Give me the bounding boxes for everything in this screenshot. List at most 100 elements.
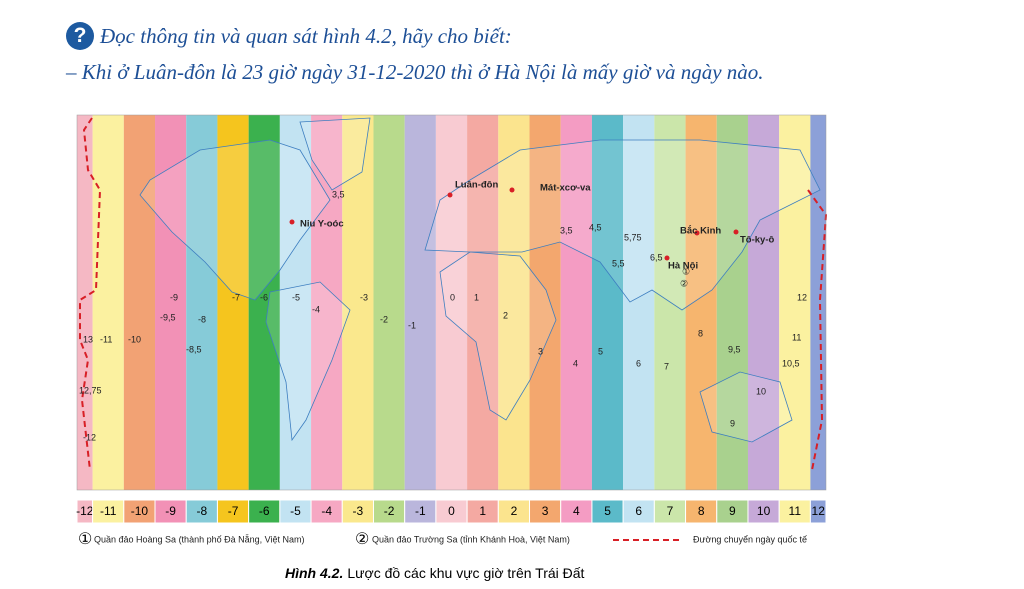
zone-stripe <box>248 115 280 490</box>
zone-offset-label: -5 <box>292 292 300 302</box>
zone-offset-label: -9,5 <box>160 312 176 322</box>
zone-stripe <box>435 115 468 490</box>
zone-stripe <box>92 115 124 490</box>
zone-offset-label: 12,75 <box>79 385 102 395</box>
zone-offset-label: -8,5 <box>186 344 202 354</box>
zone-offset-label: 11 <box>792 332 801 342</box>
zone-label: 4 <box>573 504 580 518</box>
zone-offset-label: -6 <box>260 292 268 302</box>
zone-label: 11 <box>789 504 802 518</box>
zone-offset-label: -4 <box>312 304 320 314</box>
zone-stripe <box>779 115 811 490</box>
city-dot <box>447 192 453 198</box>
zone-offset-label: 9,5 <box>728 344 741 354</box>
city-label: Luân-đôn <box>455 180 498 191</box>
zone-offset-label: 1 <box>474 292 479 302</box>
map-frame <box>76 114 827 491</box>
zone-label: 6 <box>635 504 642 518</box>
zone-offset-label: 6 <box>636 358 641 368</box>
zone-offset-label: 5 <box>598 346 603 356</box>
zone-offset-label: -12 <box>83 432 96 442</box>
note-text: Quần đảo Trường Sa (tỉnh Khánh Hoà, Việt… <box>372 534 570 544</box>
date-line <box>807 189 828 471</box>
zone-offset-label: 2 <box>503 310 508 320</box>
zone-stripe <box>529 115 561 490</box>
zone-offset-label: ② <box>680 278 688 288</box>
city-dot <box>664 255 670 261</box>
zone-offset-label: -10 <box>128 334 141 344</box>
city-label: Tô-ky-ô <box>740 235 775 246</box>
city-dot <box>509 187 515 193</box>
zone-label: 12 <box>812 504 826 518</box>
zone-label: -2 <box>384 504 395 518</box>
zone-offset-label: 10,5 <box>782 358 800 368</box>
zone-offset-label: 4,5 <box>589 222 602 232</box>
zone-label: -5 <box>290 504 301 518</box>
caption: Hình 4.2. Lược đồ các khu vực giờ trên Tr… <box>285 565 585 581</box>
zone-offset-label: -3 <box>360 292 368 302</box>
city-label: Niu Y-oóc <box>300 219 344 230</box>
zone-label: 8 <box>698 504 705 518</box>
zone-label: -12 <box>76 504 94 518</box>
zone-stripe <box>498 115 530 490</box>
land <box>139 117 821 443</box>
zone-stripe <box>685 115 717 490</box>
date-line <box>79 117 102 471</box>
zone-stripe <box>123 115 156 490</box>
zone-offset-label: 0 <box>450 292 455 302</box>
zone-offset-label: 5,5 <box>612 258 625 268</box>
city-label: Hà Nội <box>668 261 698 272</box>
zone-stripe <box>186 115 218 490</box>
zone-stripe <box>217 115 249 490</box>
zone-stripe <box>810 115 826 490</box>
zone-offset-label: 13 <box>83 334 93 344</box>
zone-offset-label: -11 <box>100 334 112 344</box>
zone-stripe <box>467 115 499 490</box>
zone-label: -3 <box>353 504 364 518</box>
zone-stripe <box>404 115 436 490</box>
zone-label: -1 <box>415 504 426 518</box>
note-mark: ② <box>355 531 369 548</box>
city-label: Mát-xcơ-va <box>540 183 591 194</box>
zone-stripe <box>560 115 592 490</box>
zone-label: -10 <box>131 504 149 518</box>
caption-number: Hình 4.2. <box>285 565 343 581</box>
zone-offset-label: 3,5 <box>332 189 345 199</box>
zone-label: 1 <box>479 504 486 518</box>
note-text: Đường chuyển ngày quốc tế <box>693 534 807 544</box>
zone-label: -4 <box>321 504 332 518</box>
zone-offset-label: 5,75 <box>624 232 642 242</box>
zone-label: -6 <box>259 504 270 518</box>
zone-offset-label: 12 <box>797 292 807 302</box>
caption-text: Lược đồ các khu vực giờ trên Trái Đất <box>347 565 584 581</box>
zone-label: 9 <box>729 504 736 518</box>
zone-offset-label: -8 <box>198 314 206 324</box>
zone-stripe <box>373 115 405 490</box>
zone-label: 7 <box>667 504 674 518</box>
zone-stripe <box>77 115 93 490</box>
zone-offset-label: -9 <box>170 292 178 302</box>
note-text: Quần đảo Hoàng Sa (thành phố Đà Nẵng, Vi… <box>94 534 304 544</box>
zone-stripe <box>747 115 780 490</box>
zone-offset-label: 3 <box>538 346 543 356</box>
zone-label: -7 <box>228 504 239 518</box>
zone-stripe <box>155 115 187 490</box>
zone-label: -11 <box>100 504 117 518</box>
zone-offset-label: 4 <box>573 358 578 368</box>
zone-stripe <box>654 115 686 490</box>
zone-stripe <box>342 115 374 490</box>
zone-stripe <box>279 115 312 490</box>
zone-offset-label: 10 <box>756 386 766 396</box>
zone-key <box>809 499 827 524</box>
city-label: Bắc Kinh <box>680 225 721 237</box>
zone-label: -9 <box>165 504 176 518</box>
zone-offset-label: ① <box>682 266 690 276</box>
zone-label: 10 <box>757 504 771 518</box>
zone-label: 0 <box>448 504 455 518</box>
zone-offset-label: 8 <box>698 328 703 338</box>
zone-label: 3 <box>542 504 549 518</box>
zone-offset-label: 9 <box>730 418 735 428</box>
zone-label: -8 <box>196 504 207 518</box>
